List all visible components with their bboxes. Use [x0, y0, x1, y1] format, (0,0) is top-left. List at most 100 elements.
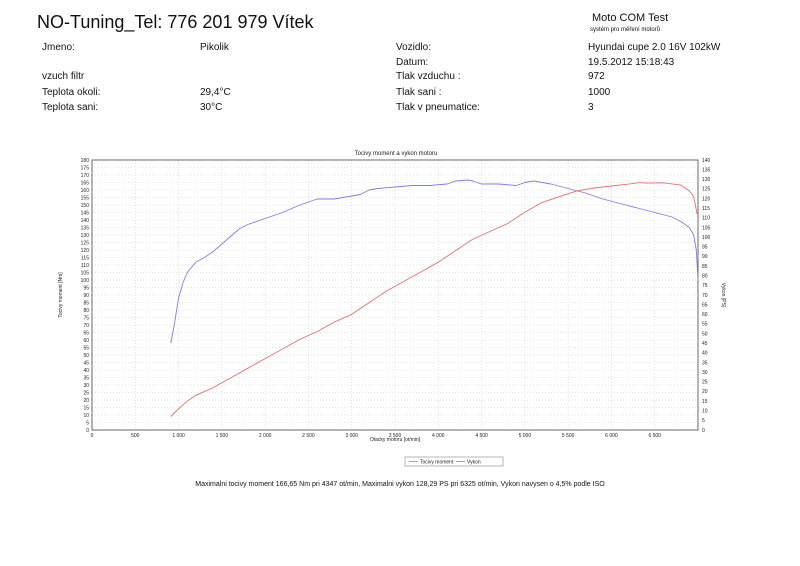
y2-tick-label: 10: [702, 409, 708, 415]
x-tick-label: 4 000: [432, 433, 445, 439]
y-tick-label: 50: [83, 353, 89, 359]
y2-tick-label: 75: [702, 283, 708, 289]
brand-subtitle: systém pro měření motorů: [590, 27, 661, 33]
y2-tick-label: 35: [702, 360, 708, 366]
y-tick-label: 130: [81, 233, 90, 239]
info-value-date: 19.5.2012 15:18:43: [588, 57, 675, 68]
y-tick-label: 60: [83, 338, 89, 344]
info-label-intake-temp: Teplota sani:: [42, 102, 99, 113]
x-tick-label: 1 500: [216, 433, 229, 439]
y2-tick-label: 85: [702, 264, 708, 270]
info-label-filter: vzuch filtr: [42, 71, 85, 82]
y2-tick-label: 125: [702, 187, 711, 193]
info-value-intake-temp: 30°C: [200, 102, 223, 113]
y-tick-label: 180: [81, 158, 90, 164]
torque-curve: [170, 179, 699, 344]
y2-tick-label: 45: [702, 341, 708, 347]
y-tick-label: 35: [83, 375, 89, 381]
y2-tick-label: 110: [702, 216, 710, 222]
x-tick-label: 6 000: [605, 433, 618, 439]
y-axis-label: Tocivy moment [Nm]: [58, 272, 64, 318]
info-value-vehicle: Hyundai cupe 2.0 16V 102kW: [588, 42, 721, 53]
y2-tick-label: 30: [702, 370, 708, 376]
y2-tick-label: 55: [702, 322, 708, 328]
info-value-name: Pikolik: [200, 42, 229, 53]
x-tick-label: 0: [91, 433, 94, 439]
y-tick-label: 115: [81, 255, 89, 261]
chart-title: Tocivy moment a vykon motoru: [355, 151, 438, 157]
brand-name: Moto COM Test: [592, 12, 669, 24]
info-label-date: Datum:: [396, 57, 429, 68]
y2-tick-label: 130: [702, 177, 711, 183]
x-tick-label: 500: [131, 433, 140, 439]
y2-axis-ticks: 0 5 10 15 20 25 30 35 40 45 50 55 60 65 70 75 80 85 90 95 10…: [702, 158, 711, 434]
y-tick-label: 140: [81, 218, 90, 224]
y-tick-label: 145: [81, 210, 90, 216]
y2-tick-label: 70: [702, 293, 708, 299]
info-label-intake-pressure: Tlak sani :: [396, 87, 442, 98]
x-tick-label: 3 500: [389, 433, 402, 439]
y-axis-ticks: 0510152025303540455055606570758085909510…: [81, 158, 90, 434]
y2-tick-label: 95: [702, 245, 708, 251]
info-label-vehicle: Vozidlo:: [396, 42, 432, 53]
x-tick-label: 5 000: [519, 433, 532, 439]
x-axis-ticks: 0 500 1 000 1 500 2 000 2 500 3 000 3 500 4 000 4…: [91, 433, 662, 439]
y-tick-label: 160: [81, 188, 90, 194]
y-tick-label: 10: [83, 413, 89, 419]
info-label-tire-pressure: Tlak v pneumatice:: [396, 102, 480, 113]
chart-legend: Tocivy moment Vykon: [404, 456, 504, 467]
y2-tick-label: 90: [702, 254, 708, 260]
y-tick-label: 135: [81, 225, 90, 231]
chart-grid: [91, 159, 698, 431]
plot-frame: [91, 159, 699, 431]
y-tick-label: 75: [83, 315, 89, 321]
y2-tick-label: 50: [702, 331, 708, 337]
y-tick-label: 80: [83, 308, 89, 314]
info-label-name: Jmeno:: [42, 42, 75, 53]
info-label-air-pressure: Tlak vzduchu :: [396, 71, 461, 82]
y-tick-label: 125: [81, 240, 90, 246]
legend-label-torque: Tocivy moment: [420, 460, 454, 466]
y-tick-label: 150: [81, 203, 90, 209]
y-tick-label: 40: [83, 368, 89, 374]
info-label-ambient-temp: Teplota okoli:: [42, 87, 101, 98]
x-tick-label: 6 500: [648, 433, 661, 439]
y2-tick-label: 65: [702, 302, 708, 308]
y-tick-label: 105: [81, 270, 90, 276]
y-tick-label: 90: [83, 293, 89, 299]
chart-series: [170, 179, 699, 417]
y2-tick-label: 0: [702, 428, 705, 434]
y-tick-label: 170: [81, 173, 90, 179]
y-tick-label: 15: [83, 405, 89, 411]
legend-box: [404, 456, 504, 467]
info-value-air-pressure: 972: [588, 71, 605, 82]
y2-tick-label: 60: [702, 312, 708, 318]
y-tick-label: 120: [81, 248, 90, 254]
y-tick-label: 175: [81, 165, 90, 171]
y-tick-label: 20: [83, 398, 89, 404]
y-tick-label: 95: [83, 285, 89, 291]
y2-axis-label: Vykon [PS]: [720, 283, 726, 308]
y-tick-label: 85: [83, 300, 89, 306]
y-tick-label: 25: [83, 390, 89, 396]
x-tick-label: 2 000: [259, 433, 272, 439]
y-tick-label: 70: [83, 323, 89, 329]
y2-tick-label: 25: [702, 380, 708, 386]
info-value-intake-pressure: 1000: [588, 87, 611, 98]
y2-tick-label: 80: [702, 274, 708, 280]
y2-tick-label: 140: [702, 158, 711, 164]
x-tick-label: 5 500: [562, 433, 575, 439]
y-tick-label: 155: [81, 195, 90, 201]
y-tick-label: 0: [86, 428, 89, 434]
y2-tick-label: 115: [702, 206, 710, 212]
legend-label-power: Vykon: [467, 460, 481, 466]
x-tick-label: 2 500: [302, 433, 315, 439]
summary-text: Maximalni tocivy moment 166,65 Nm pri 43…: [195, 481, 605, 488]
y2-tick-label: 20: [702, 389, 708, 395]
y2-tick-label: 120: [702, 196, 711, 202]
y2-tick-label: 105: [702, 225, 711, 231]
y-tick-label: 45: [83, 360, 89, 366]
x-tick-label: 1 000: [172, 433, 185, 439]
y2-tick-label: 135: [702, 167, 711, 173]
